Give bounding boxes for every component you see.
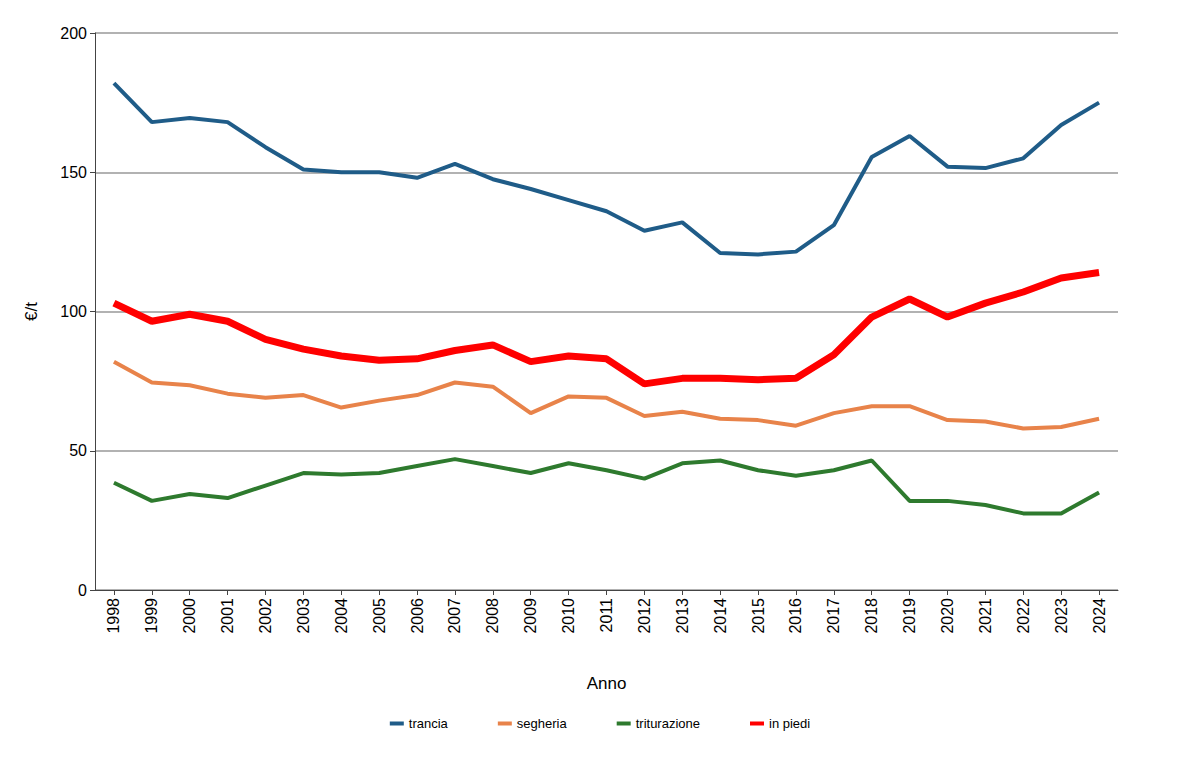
svg-text:2024: 2024 <box>1091 598 1108 634</box>
svg-text:1998: 1998 <box>105 598 122 634</box>
svg-text:2006: 2006 <box>409 598 426 634</box>
svg-text:50: 50 <box>69 442 87 459</box>
svg-text:in piedi: in piedi <box>769 716 810 731</box>
svg-text:200: 200 <box>60 25 87 42</box>
svg-text:2013: 2013 <box>674 598 691 634</box>
svg-text:2021: 2021 <box>977 598 994 634</box>
svg-text:Anno: Anno <box>587 674 627 693</box>
svg-text:0: 0 <box>78 582 87 599</box>
svg-text:segheria: segheria <box>517 716 568 731</box>
svg-text:2000: 2000 <box>181 598 198 634</box>
svg-text:2016: 2016 <box>787 598 804 634</box>
svg-text:triturazione: triturazione <box>636 716 700 731</box>
svg-text:2019: 2019 <box>901 598 918 634</box>
svg-text:2010: 2010 <box>560 598 577 634</box>
svg-text:2004: 2004 <box>333 598 350 634</box>
svg-text:2008: 2008 <box>484 598 501 634</box>
svg-text:2001: 2001 <box>219 598 236 634</box>
svg-text:150: 150 <box>60 164 87 181</box>
svg-text:trancia: trancia <box>409 716 449 731</box>
svg-text:2012: 2012 <box>636 598 653 634</box>
svg-text:2023: 2023 <box>1053 598 1070 634</box>
svg-text:2007: 2007 <box>446 598 463 634</box>
svg-text:2020: 2020 <box>939 598 956 634</box>
svg-text:2002: 2002 <box>257 598 274 634</box>
svg-text:100: 100 <box>60 303 87 320</box>
svg-text:2003: 2003 <box>295 598 312 634</box>
svg-text:2011: 2011 <box>598 598 615 633</box>
svg-text:2014: 2014 <box>712 598 729 634</box>
svg-text:2017: 2017 <box>825 598 842 634</box>
svg-text:2009: 2009 <box>522 598 539 634</box>
svg-text:2022: 2022 <box>1015 598 1032 634</box>
svg-text:€/t: €/t <box>22 302 41 321</box>
svg-text:2005: 2005 <box>371 598 388 634</box>
svg-text:1999: 1999 <box>143 598 160 634</box>
svg-text:2018: 2018 <box>863 598 880 634</box>
svg-text:2015: 2015 <box>750 598 767 634</box>
